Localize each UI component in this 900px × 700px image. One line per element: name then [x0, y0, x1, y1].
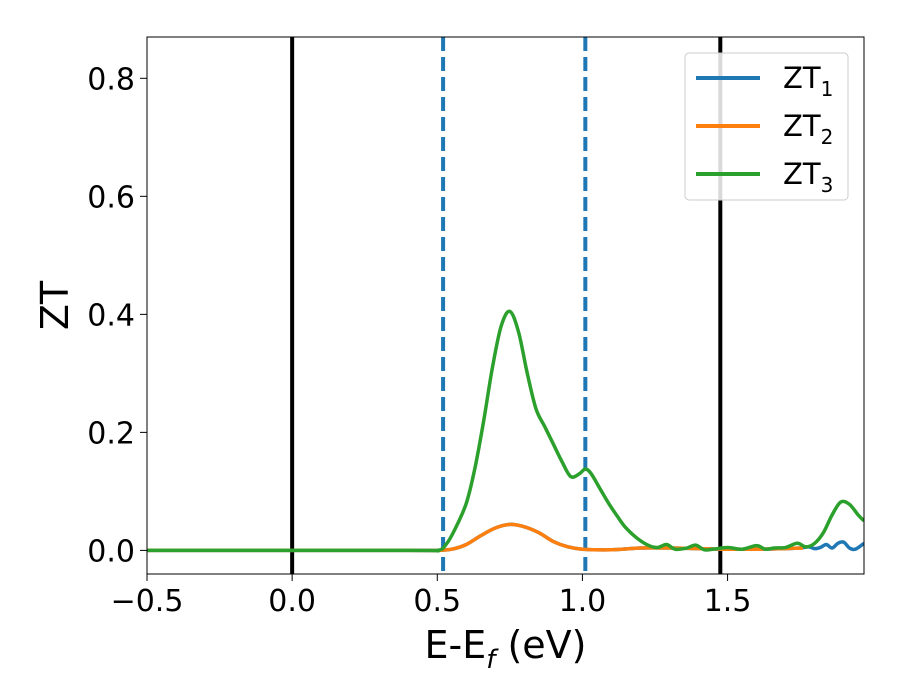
legend-label-zt1: ZT1: [783, 61, 833, 101]
x-tick-label: 1.0: [559, 584, 607, 619]
x-axis-label: E-Ef (eV): [425, 623, 587, 675]
series-lines: [147, 309, 864, 553]
y-tick-label: 0.4: [87, 298, 135, 333]
x-tick-label: 1.5: [704, 584, 752, 619]
legend-box: [684, 52, 849, 201]
y-tick-label: 0.2: [87, 416, 135, 451]
legend: ZT1 ZT2 ZT3: [684, 52, 849, 201]
y-tick-label: 0.6: [87, 180, 135, 215]
x-tick-label: −0.5: [111, 584, 184, 619]
y-tick-label: 0.0: [87, 534, 135, 569]
y-axis-label: ZT: [33, 280, 77, 330]
reference-lines: [290, 37, 723, 574]
x-tick-label: 0.0: [268, 584, 316, 619]
y-tick-label: 0.8: [87, 62, 135, 97]
legend-label-zt3: ZT3: [783, 157, 833, 197]
plot-frame: [146, 36, 865, 575]
y-axis-ticks: 0.0 0.2 0.4 0.6 0.8: [87, 62, 147, 569]
x-tick-label: 0.5: [413, 584, 461, 619]
legend-label-zt2: ZT2: [783, 109, 833, 149]
x-axis-ticks: −0.5 0.0 0.5 1.0 1.5: [111, 574, 752, 619]
series-line-zt2: [147, 522, 804, 553]
series-line-zt3: [147, 309, 864, 553]
